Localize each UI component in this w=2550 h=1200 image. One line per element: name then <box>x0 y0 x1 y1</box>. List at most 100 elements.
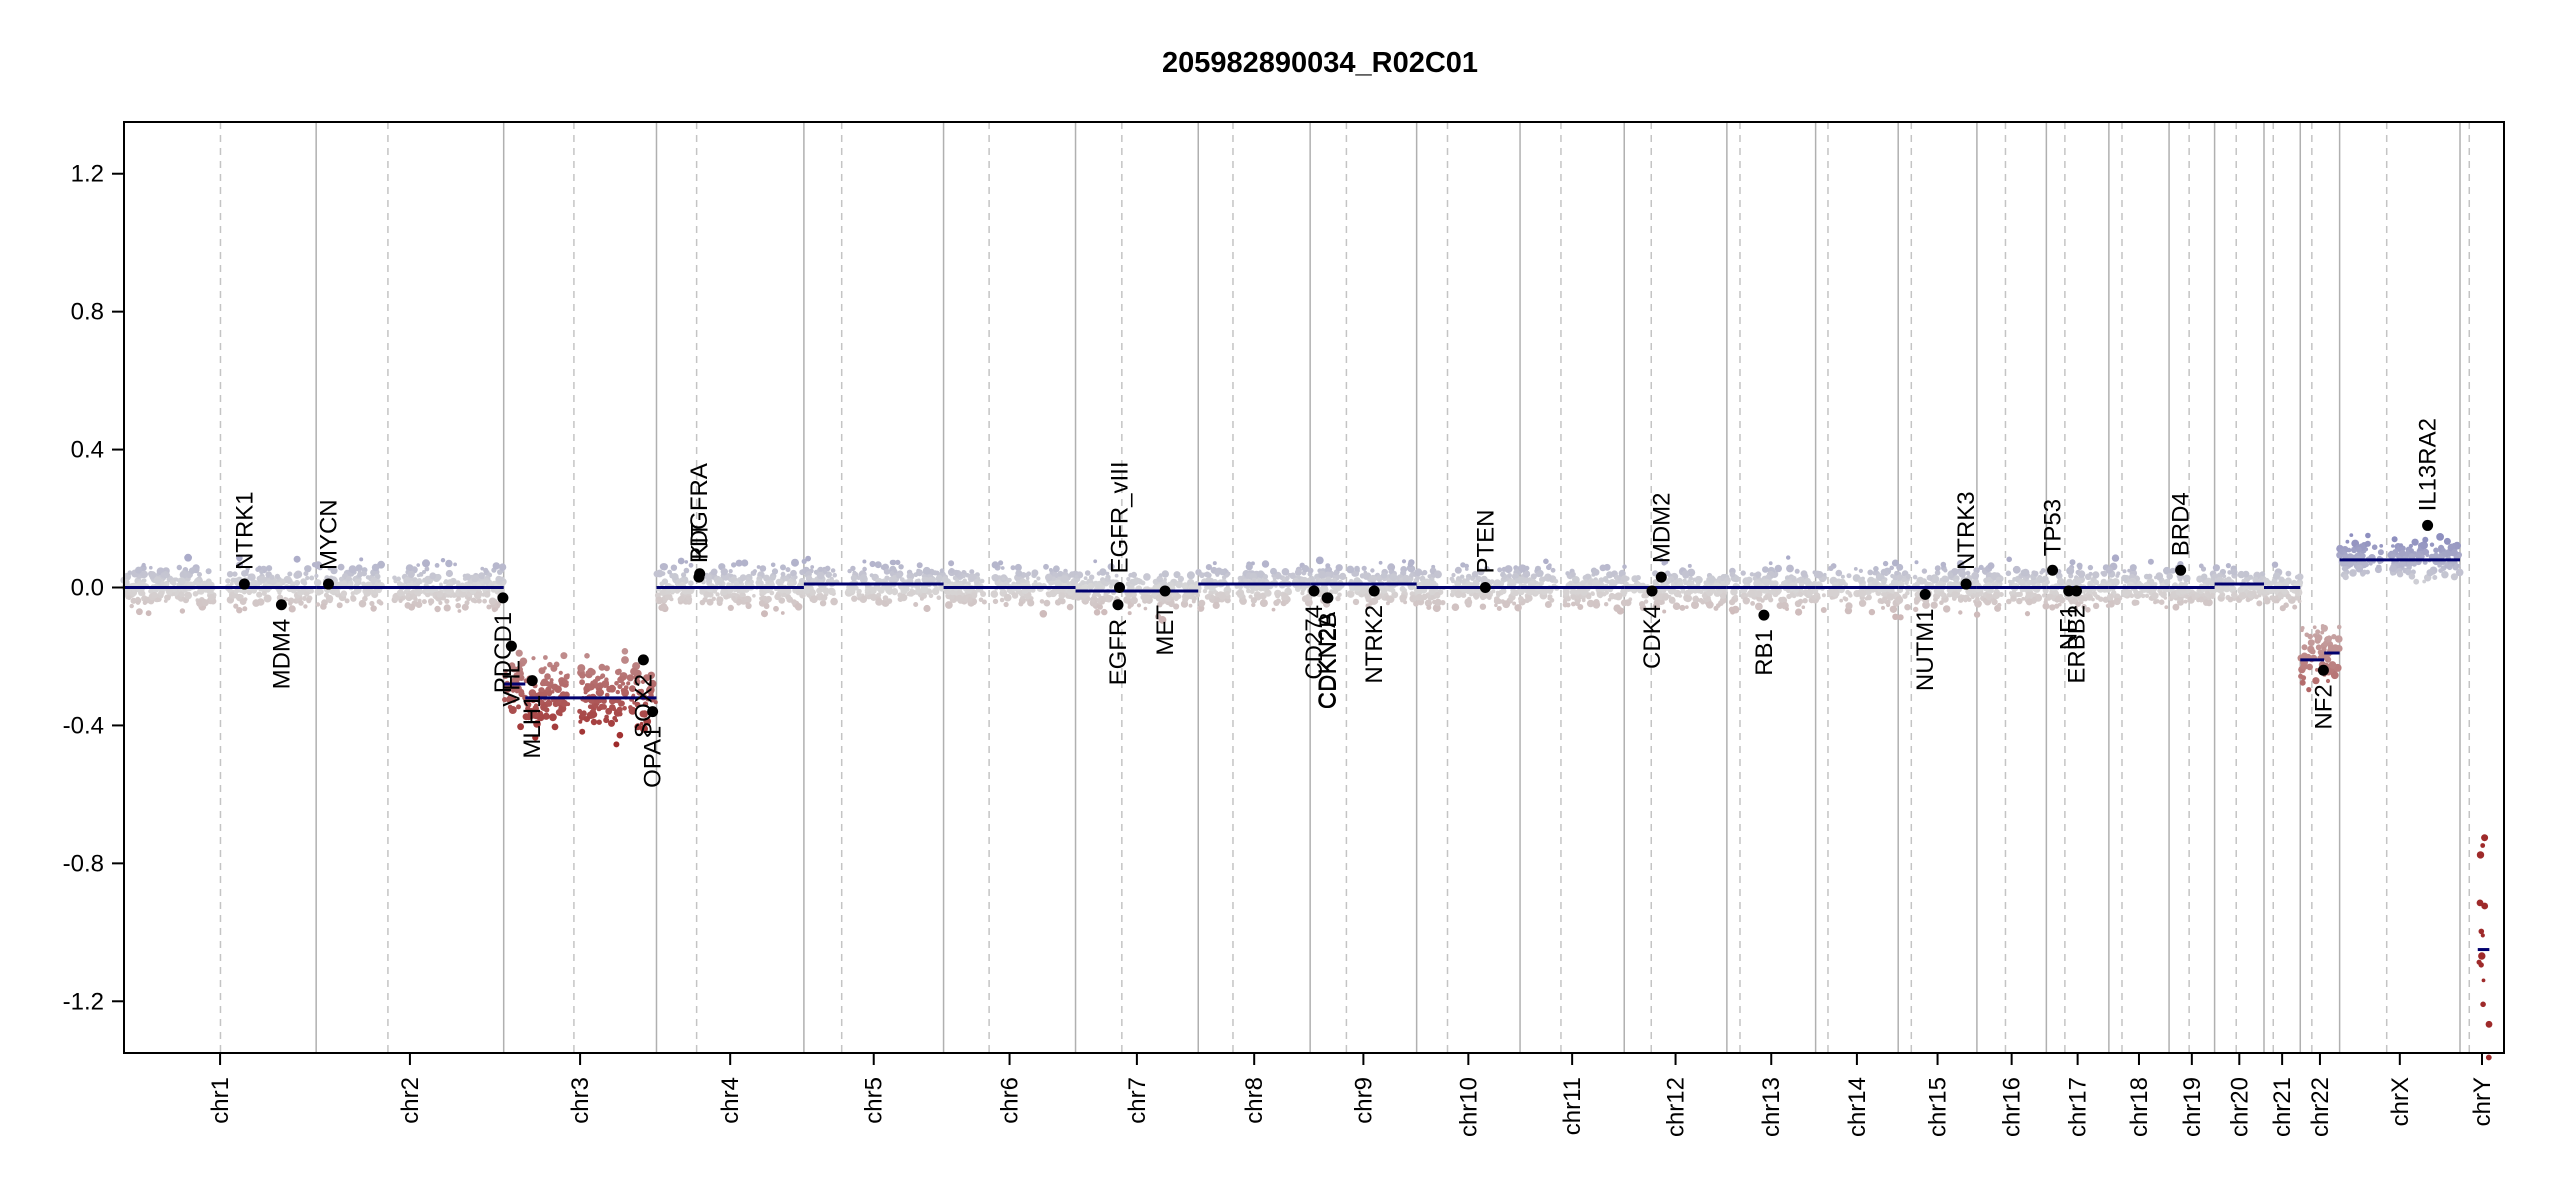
probe-point <box>396 589 404 597</box>
probe-point <box>1975 596 1980 602</box>
probe-point <box>165 595 171 601</box>
probe-point <box>153 576 162 585</box>
probe-point <box>715 592 720 597</box>
probe-point <box>510 696 517 703</box>
probe-point <box>303 604 308 609</box>
probe-point <box>1249 589 1255 594</box>
probe-point <box>962 570 967 575</box>
probe-point <box>2183 574 2191 583</box>
probe-point <box>1246 588 1251 594</box>
probe-point <box>179 608 186 614</box>
probe-point <box>503 669 508 674</box>
probe-point <box>1835 569 1843 577</box>
probe-point <box>1299 577 1306 584</box>
gene-label: CD274 <box>1301 605 1328 680</box>
probe-point <box>1522 570 1531 578</box>
y-tick-label: 1.2 <box>71 161 104 188</box>
probe-point <box>948 560 955 567</box>
probe-point <box>2327 644 2335 651</box>
chromosome-label: chr15 <box>1925 1077 1952 1137</box>
probe-point <box>898 564 904 570</box>
probe-point <box>699 589 705 595</box>
probe-point <box>1372 598 1379 604</box>
probe-point <box>1701 593 1707 599</box>
probe-point <box>2299 679 2306 686</box>
probe-point <box>2054 603 2060 609</box>
probe-point <box>416 590 422 596</box>
gene-point <box>637 654 649 666</box>
probe-point <box>1433 600 1438 605</box>
probe-point <box>596 682 604 690</box>
probe-point <box>603 717 610 724</box>
probe-point <box>365 575 371 580</box>
probe-point <box>425 577 432 584</box>
probe-point <box>1743 580 1748 585</box>
probe-point <box>650 690 654 695</box>
probe-point <box>1497 567 1503 573</box>
probe-point <box>2122 588 2131 597</box>
probe-point <box>1477 568 1485 576</box>
probe-point <box>1733 594 1738 599</box>
probe-point <box>2144 593 2150 598</box>
probe-point <box>1753 579 1762 588</box>
probe-point <box>359 557 364 562</box>
probe-point <box>1592 601 1601 609</box>
probe-point <box>623 685 629 690</box>
probe-point <box>1575 595 1580 600</box>
probe-point <box>999 597 1005 603</box>
probe-point <box>1885 599 1891 605</box>
probe-point <box>145 610 152 617</box>
probe-point <box>2321 647 2327 653</box>
probe-point <box>670 564 678 571</box>
probe-point <box>916 562 923 569</box>
probe-point <box>2406 564 2412 571</box>
y-tick-label: -0.8 <box>63 850 104 877</box>
probe-point <box>245 566 250 571</box>
probe-point <box>239 598 247 605</box>
probe-point <box>2147 558 2154 565</box>
probe-point <box>2349 569 2357 577</box>
chromosome-label: chr8 <box>1241 1077 1268 1124</box>
probe-point <box>1795 608 1803 616</box>
probe-point <box>1399 586 1406 592</box>
probe-point <box>949 589 956 596</box>
probe-point <box>1158 616 1167 624</box>
probe-point <box>2122 569 2127 574</box>
probe-point <box>1333 570 1339 576</box>
probe-point <box>546 690 553 697</box>
probe-point <box>683 567 690 574</box>
probe-point <box>882 595 889 601</box>
probe-point <box>1454 590 1463 599</box>
probe-point <box>852 575 858 581</box>
probe-point <box>1096 571 1102 576</box>
probe-point <box>809 589 816 596</box>
gene-label: NTRK3 <box>1953 491 1980 570</box>
probe-point <box>483 567 489 574</box>
probe-point <box>1987 562 1995 570</box>
probe-point <box>2111 554 2120 562</box>
probe-point <box>443 604 451 612</box>
probe-point <box>2456 563 2461 568</box>
probe-point <box>1416 600 1422 605</box>
probe-point <box>978 597 984 603</box>
probe-point <box>2042 602 2050 610</box>
probe-point <box>1848 593 1853 598</box>
probe-point <box>2415 552 2422 559</box>
probe-point <box>376 599 382 605</box>
probe-point <box>1318 570 1326 578</box>
probe-point <box>377 579 381 583</box>
probe-point <box>1251 602 1256 608</box>
probe-point <box>1014 563 1022 572</box>
probe-point <box>2088 571 2093 576</box>
probe-point <box>2151 592 2159 600</box>
probe-point <box>166 572 170 577</box>
probe-point <box>2437 563 2442 568</box>
probe-point <box>1958 569 1967 578</box>
probe-point <box>622 706 627 711</box>
probe-point <box>685 596 690 600</box>
probe-point <box>177 577 186 586</box>
probe-point <box>455 580 461 586</box>
probe-point <box>935 570 940 575</box>
probe-point <box>1934 565 1941 572</box>
